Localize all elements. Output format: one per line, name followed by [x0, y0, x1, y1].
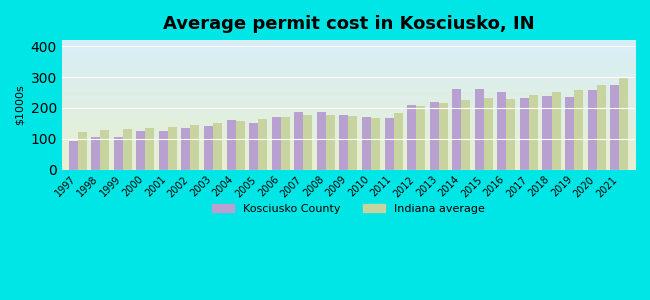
Title: Average permit cost in Kosciusko, IN: Average permit cost in Kosciusko, IN — [162, 15, 534, 33]
Bar — [371, 118, 380, 170]
Bar — [100, 130, 109, 170]
Bar — [204, 126, 213, 170]
Bar — [565, 97, 574, 170]
Bar — [304, 115, 312, 170]
Bar — [339, 115, 348, 170]
Bar — [407, 105, 416, 170]
Bar — [385, 118, 393, 169]
Bar — [181, 128, 190, 170]
Bar — [168, 127, 177, 169]
Bar — [235, 121, 244, 170]
Bar — [430, 102, 439, 170]
Bar — [362, 116, 371, 170]
Bar — [462, 100, 470, 170]
Bar — [551, 92, 560, 170]
Bar — [258, 119, 267, 170]
Bar — [91, 136, 100, 169]
Bar — [272, 117, 281, 169]
Bar — [484, 98, 493, 169]
Bar — [588, 90, 597, 170]
Bar — [68, 141, 77, 169]
Bar — [213, 123, 222, 169]
Bar — [452, 89, 462, 170]
Bar — [574, 90, 583, 170]
Bar — [227, 120, 235, 170]
Bar — [326, 115, 335, 170]
Y-axis label: $1000s: $1000s — [15, 84, 25, 125]
Bar — [281, 117, 290, 169]
Bar — [114, 137, 123, 169]
Bar — [146, 128, 154, 170]
Bar — [190, 125, 200, 170]
Bar — [439, 103, 448, 170]
Bar — [474, 89, 484, 170]
Bar — [123, 129, 132, 169]
Bar — [543, 96, 551, 170]
Legend: Kosciusko County, Indiana average: Kosciusko County, Indiana average — [207, 200, 489, 218]
Bar — [77, 132, 86, 170]
Bar — [136, 131, 146, 169]
Bar — [597, 85, 606, 169]
Bar — [348, 116, 358, 170]
Bar — [416, 106, 425, 170]
Bar — [610, 85, 619, 169]
Bar — [497, 92, 506, 170]
Bar — [317, 112, 326, 170]
Bar — [249, 123, 258, 169]
Bar — [506, 99, 515, 170]
Bar — [393, 113, 402, 170]
Bar — [520, 98, 529, 169]
Bar — [294, 112, 304, 169]
Bar — [529, 95, 538, 169]
Bar — [159, 131, 168, 169]
Bar — [619, 77, 629, 170]
